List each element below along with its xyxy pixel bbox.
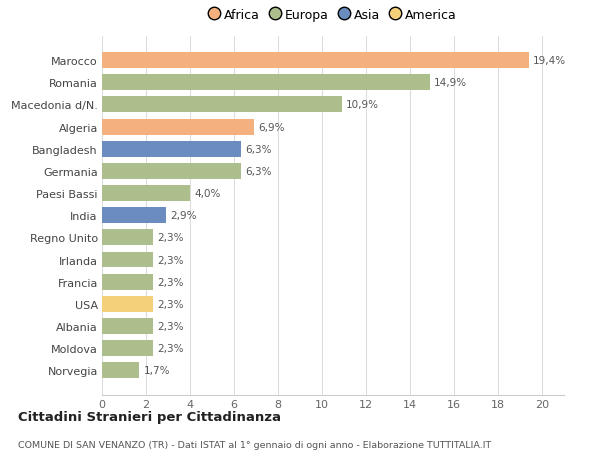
Bar [102, 208, 166, 224]
Bar [102, 252, 152, 268]
Bar [102, 141, 241, 157]
Text: 2,9%: 2,9% [170, 211, 197, 221]
Text: 19,4%: 19,4% [533, 56, 566, 66]
Text: Cittadini Stranieri per Cittadinanza: Cittadini Stranieri per Cittadinanza [18, 410, 281, 423]
Text: 6,9%: 6,9% [258, 122, 285, 132]
Text: 2,3%: 2,3% [157, 321, 184, 331]
Text: 2,3%: 2,3% [157, 299, 184, 309]
Legend: Africa, Europa, Asia, America: Africa, Europa, Asia, America [209, 9, 457, 22]
Text: 1,7%: 1,7% [144, 365, 170, 375]
Bar [102, 97, 342, 113]
Bar [102, 296, 152, 312]
Bar [102, 319, 152, 334]
Bar [102, 75, 430, 91]
Text: COMUNE DI SAN VENANZO (TR) - Dati ISTAT al 1° gennaio di ogni anno - Elaborazion: COMUNE DI SAN VENANZO (TR) - Dati ISTAT … [18, 441, 491, 449]
Text: 2,3%: 2,3% [157, 255, 184, 265]
Bar [102, 163, 241, 179]
Bar [102, 185, 190, 202]
Text: 4,0%: 4,0% [194, 189, 221, 199]
Bar [102, 119, 254, 135]
Text: 14,9%: 14,9% [434, 78, 467, 88]
Bar [102, 363, 139, 379]
Text: 6,3%: 6,3% [245, 167, 271, 177]
Bar [102, 53, 529, 69]
Text: 10,9%: 10,9% [346, 100, 379, 110]
Text: 2,3%: 2,3% [157, 343, 184, 353]
Text: 2,3%: 2,3% [157, 233, 184, 243]
Text: 6,3%: 6,3% [245, 145, 271, 154]
Bar [102, 341, 152, 356]
Text: 2,3%: 2,3% [157, 277, 184, 287]
Bar [102, 230, 152, 246]
Bar [102, 274, 152, 290]
